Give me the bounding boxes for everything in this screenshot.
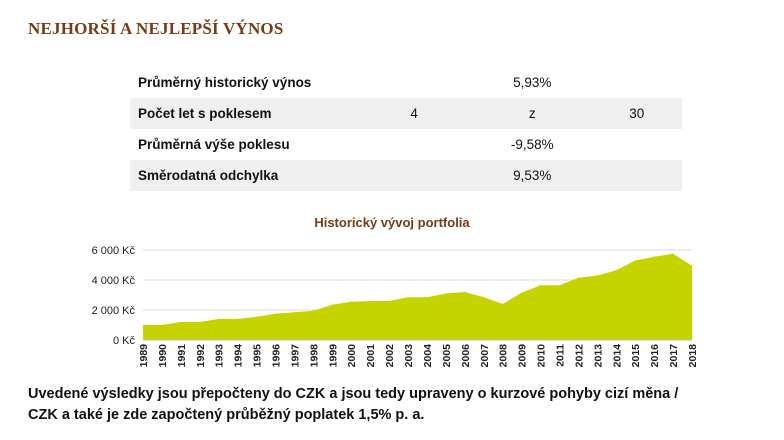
stats-label: Směrodatná odchylka xyxy=(130,160,356,191)
data-point xyxy=(199,321,201,323)
stats-value xyxy=(355,129,473,160)
x-tick-label: 2018 xyxy=(687,344,699,368)
stats-row: Průměrný historický výnos 5,93% xyxy=(130,67,682,98)
x-tick-label: 2005 xyxy=(441,344,453,368)
data-point xyxy=(577,277,579,279)
stats-value xyxy=(591,160,682,191)
x-tick-label: 2001 xyxy=(365,344,377,368)
stats-row: Průměrná výše poklesu -9,58% xyxy=(130,129,682,160)
stats-value: 4 xyxy=(355,98,474,129)
x-tick-label: 2008 xyxy=(498,344,510,368)
data-point xyxy=(464,291,466,293)
x-tick-label: 1995 xyxy=(252,344,264,368)
stats-label: Počet let s poklesem xyxy=(130,98,356,129)
x-tick-label: 1992 xyxy=(195,344,207,368)
footnote-line: CZK a také je zde započtený průběžný pop… xyxy=(28,407,425,423)
data-point xyxy=(672,253,674,255)
stats-row: Počet let s poklesem 4 z 30 xyxy=(130,98,682,129)
x-tick-label: 1997 xyxy=(289,344,301,368)
data-point xyxy=(161,324,163,326)
y-axis-ticks: 0 Kč 2 000 Kč 4 000 Kč 6 000 Kč xyxy=(92,245,136,347)
x-tick-label: 2011 xyxy=(554,344,566,367)
y-tick-label: 2 000 Kč xyxy=(92,305,136,317)
x-tick-label: 2012 xyxy=(573,344,585,368)
y-tick-label: 0 Kč xyxy=(113,335,136,347)
y-tick-label: 6 000 Kč xyxy=(92,245,136,257)
x-tick-label: 1996 xyxy=(271,344,283,368)
x-tick-label: 1994 xyxy=(233,344,245,368)
data-point xyxy=(388,300,390,302)
stats-value xyxy=(355,160,474,191)
x-tick-label: 1999 xyxy=(327,344,339,368)
data-point xyxy=(142,324,144,326)
data-point xyxy=(615,269,617,271)
x-tick-label: 1990 xyxy=(157,344,169,368)
x-tick-label: 2003 xyxy=(403,344,415,368)
data-point xyxy=(596,275,598,276)
x-tick-label: 1989 xyxy=(138,344,150,368)
data-point xyxy=(407,296,409,298)
data-point xyxy=(350,301,352,303)
x-tick-label: 2013 xyxy=(592,344,604,368)
x-tick-label: 2016 xyxy=(649,344,661,368)
data-point xyxy=(275,313,277,315)
data-point xyxy=(653,256,655,258)
data-point xyxy=(312,310,314,312)
x-tick-label: 2010 xyxy=(536,344,548,368)
data-point xyxy=(502,303,504,305)
x-axis-ticks: 1989 1990 1991 1992 1993 1994 1995 1996 1997 1998… xyxy=(138,344,699,368)
x-tick-label: 2015 xyxy=(630,344,642,368)
x-tick-label: 2000 xyxy=(346,344,358,368)
x-tick-label: 1993 xyxy=(214,344,226,368)
x-tick-label: 2002 xyxy=(384,344,396,368)
data-point xyxy=(691,265,693,267)
area-series-path xyxy=(143,253,692,340)
stats-row: Směrodatná odchylka 9,53% xyxy=(130,160,682,191)
stats-value xyxy=(592,67,683,98)
x-tick-label: 1991 xyxy=(176,344,188,368)
data-point xyxy=(540,284,542,286)
x-tick-label: 2014 xyxy=(611,344,623,368)
data-point xyxy=(426,296,428,298)
stats-value: 30 xyxy=(591,98,682,129)
stats-value: 5,93% xyxy=(513,75,552,90)
data-point xyxy=(445,293,447,294)
x-tick-label: 2004 xyxy=(422,344,434,368)
data-point xyxy=(218,318,220,320)
stats-label: Průměrná výše poklesu xyxy=(138,137,290,152)
data-point xyxy=(369,300,371,302)
footnote-line: Uvedené výsledky jsou přepočteny do CZK … xyxy=(28,386,679,402)
data-point xyxy=(237,318,239,320)
stats-table: Průměrný historický výnos 5,93% Počet le… xyxy=(130,67,682,191)
stats-value: z xyxy=(473,98,592,129)
x-tick-label: 1998 xyxy=(308,344,320,368)
series-area xyxy=(142,253,693,341)
page-title: NEJHORŠÍ A NEJLEPŠÍ VÝNOS xyxy=(28,19,284,38)
x-tick-label: 2017 xyxy=(668,344,680,368)
stats-value: 9,53% xyxy=(473,160,592,191)
stats-value xyxy=(355,67,473,98)
data-point xyxy=(483,296,485,298)
data-point xyxy=(558,284,560,286)
portfolio-area-chart: 0 Kč 2 000 Kč 4 000 Kč 6 000 Kč 1989 1990 199… xyxy=(92,245,699,368)
stats-value: -9,58% xyxy=(510,137,554,152)
data-point xyxy=(293,311,295,313)
stats-label: Průměrný historický výnos xyxy=(138,75,312,90)
y-tick-label: 4 000 Kč xyxy=(92,275,136,287)
data-point xyxy=(256,316,258,318)
data-point xyxy=(521,292,523,294)
stats-value xyxy=(592,129,683,160)
data-point xyxy=(180,321,182,323)
chart-title: Historický vývoj portfolia xyxy=(314,215,470,230)
x-tick-label: 2007 xyxy=(479,344,491,368)
data-point xyxy=(634,260,636,261)
data-point xyxy=(331,304,333,306)
x-tick-label: 2009 xyxy=(517,344,529,368)
x-tick-label: 2006 xyxy=(460,344,472,368)
footnote: Uvedené výsledky jsou přepočteny do CZK … xyxy=(28,384,758,426)
